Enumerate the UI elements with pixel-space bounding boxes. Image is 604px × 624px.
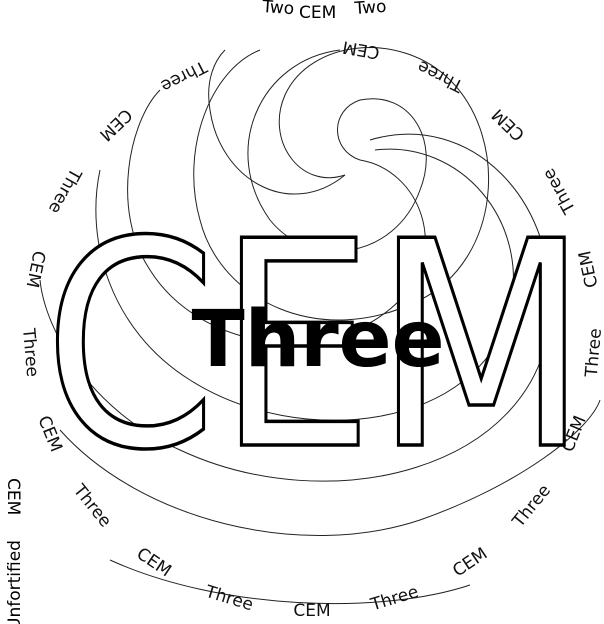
ring-word: CEM [341, 36, 381, 62]
outer-word: CEM [299, 3, 336, 23]
ring-word: Three [368, 582, 421, 616]
headline: CEM [44, 181, 589, 513]
outer-word: Two [353, 0, 387, 19]
ring-word: Three [414, 56, 467, 96]
side-word: CEM [3, 478, 23, 515]
ring-word: Three [202, 582, 255, 616]
ring-word: CEM [449, 544, 491, 581]
spiral [39, 47, 601, 605]
ring-word: Three [18, 327, 42, 378]
ring-word: CEM [133, 544, 175, 581]
center-word: Three [191, 295, 444, 385]
outer-words: Two CEM Two [261, 0, 387, 23]
ring-word: Three [157, 55, 210, 95]
ring-word: CEM [488, 104, 529, 144]
ring-word: CEM [293, 601, 330, 621]
side-word: Unfortified [5, 540, 25, 624]
ring-word: Three [582, 328, 604, 379]
ring-word: CEM [95, 104, 136, 144]
outer-word: Two [261, 0, 295, 19]
side-words: Unfortified CEM [3, 478, 25, 624]
